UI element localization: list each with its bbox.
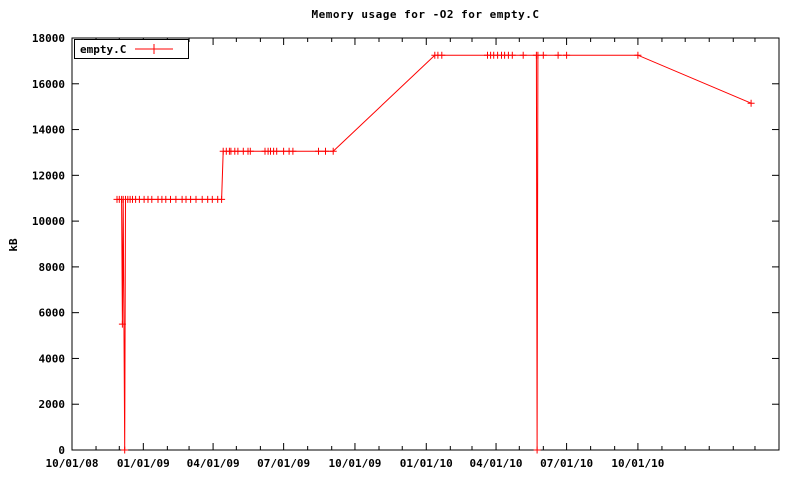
y-tick-label: 12000 (32, 169, 65, 182)
x-tick-label: 10/01/08 (46, 457, 99, 470)
series-line (117, 54, 752, 451)
y-tick-label: 10000 (32, 215, 65, 228)
x-tick-label: 10/01/09 (328, 457, 381, 470)
legend-box: empty.C (74, 39, 189, 59)
x-tick-label: 04/01/10 (470, 457, 523, 470)
x-tick-label: 01/01/10 (400, 457, 453, 470)
x-axis-minor-ticks (95, 38, 756, 450)
legend-line-sample-icon (135, 44, 174, 54)
y-axis: 0 2000 4000 6000 8000 10000 12000 14000 16000 180… (32, 32, 779, 457)
plot-border (71, 37, 780, 451)
x-tick-label: 04/01/09 (187, 457, 240, 470)
y-tick-label: 14000 (32, 124, 65, 137)
y-tick-label: 6000 (39, 307, 66, 320)
y-tick-label: 18000 (32, 32, 65, 45)
y-tick-label: 4000 (39, 352, 66, 365)
y-tick-label: 2000 (39, 398, 66, 411)
series-markers (113, 51, 755, 454)
series-empty.C (113, 51, 755, 454)
y-tick-label: 8000 (39, 261, 66, 274)
x-tick-label: 07/01/09 (257, 457, 310, 470)
x-tick-label: 07/01/10 (540, 457, 593, 470)
y-tick-label: 0 (58, 444, 65, 457)
legend-entry-label: empty.C (80, 42, 127, 56)
x-tick-label: 10/01/10 (611, 457, 664, 470)
y-tick-label: 16000 (32, 78, 65, 91)
chart-title: Memory usage for -O2 for empty.C (311, 8, 540, 21)
x-tick-label: 01/01/09 (117, 457, 170, 470)
x-axis: 10/01/08 01/01/09 04/01/09 07/01/09 10/01/09… (46, 38, 664, 470)
